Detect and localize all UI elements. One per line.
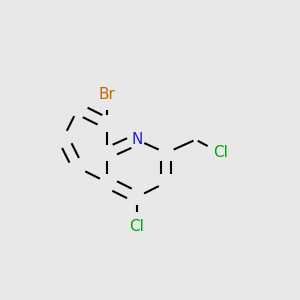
Text: Cl: Cl — [213, 146, 228, 160]
Text: Cl: Cl — [129, 219, 144, 234]
Text: N: N — [131, 132, 142, 147]
Text: Br: Br — [99, 87, 116, 102]
